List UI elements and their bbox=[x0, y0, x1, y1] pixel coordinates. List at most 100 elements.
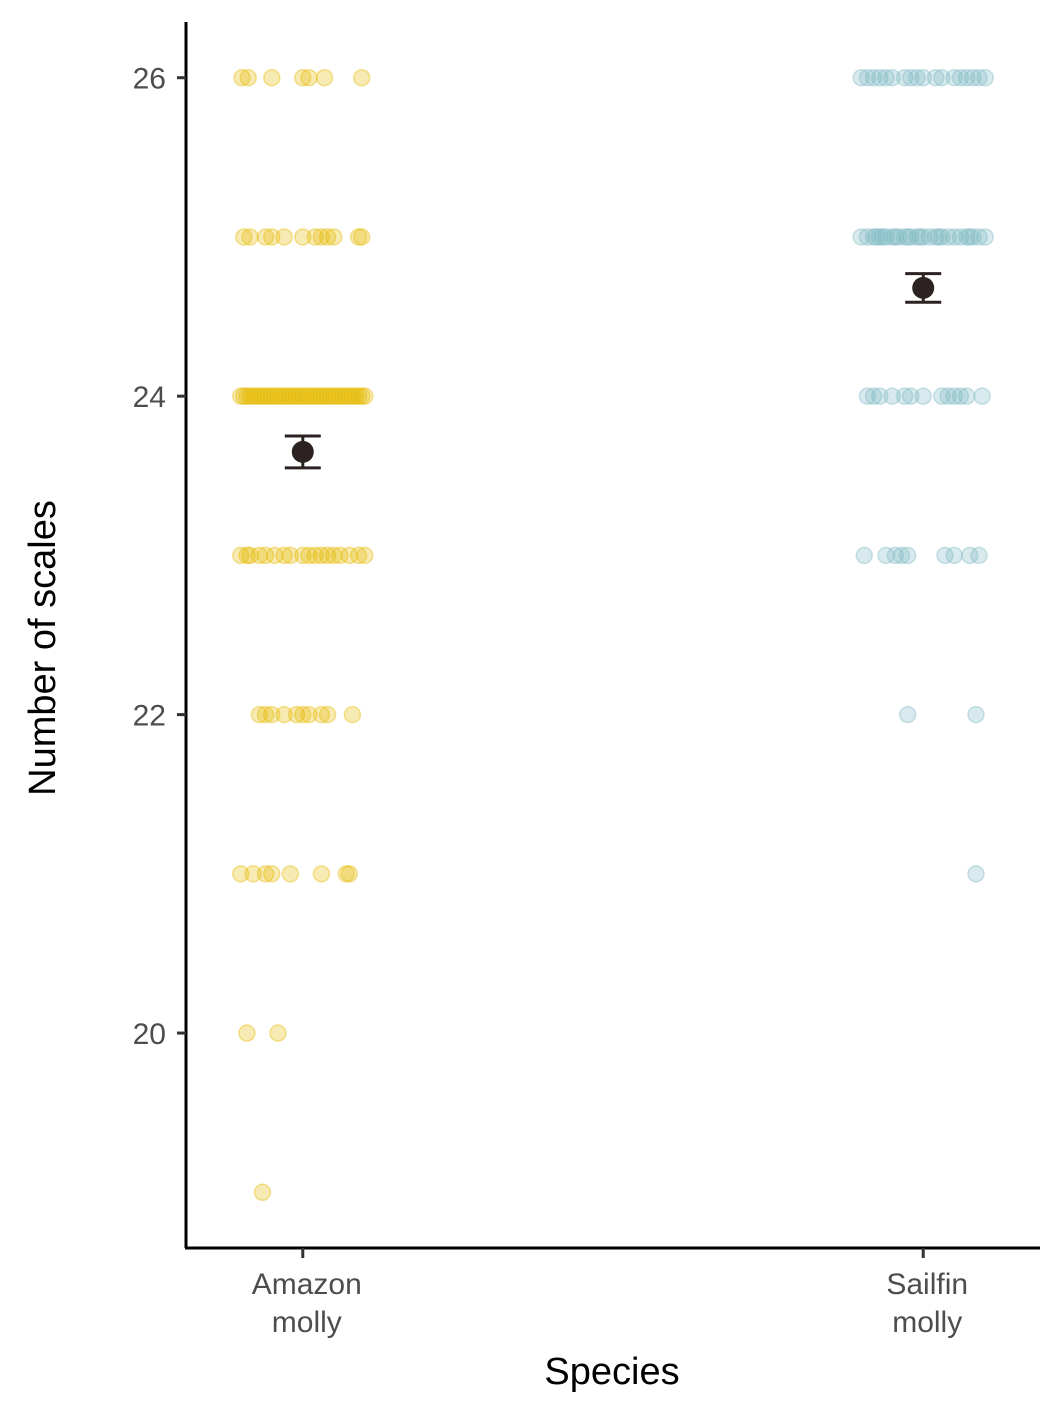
data-point bbox=[349, 387, 368, 405]
data-point bbox=[250, 546, 269, 565]
data-point bbox=[300, 546, 318, 565]
y-tick-label: 22 bbox=[133, 700, 166, 733]
data-point bbox=[290, 387, 309, 405]
data-point bbox=[231, 546, 250, 565]
data-point bbox=[945, 546, 963, 565]
data-point bbox=[864, 387, 883, 405]
data-point bbox=[297, 387, 315, 405]
data-point bbox=[852, 228, 870, 246]
data-point bbox=[269, 387, 287, 405]
data-point bbox=[300, 387, 318, 405]
y-ticks: 20 22 24 26 bbox=[133, 63, 186, 1051]
data-point bbox=[250, 705, 269, 724]
data-point bbox=[902, 228, 920, 246]
data-point bbox=[914, 387, 932, 405]
data-point bbox=[250, 387, 269, 405]
data-point bbox=[256, 705, 275, 724]
data-point bbox=[263, 68, 281, 87]
data-point bbox=[241, 387, 259, 405]
data-point bbox=[294, 705, 312, 724]
data-point bbox=[352, 387, 371, 405]
data-point bbox=[294, 387, 312, 405]
x-ticks: Amazon molly Sailfin molly bbox=[252, 1248, 968, 1339]
data-point bbox=[269, 1024, 287, 1042]
data-point bbox=[266, 387, 284, 405]
data-point bbox=[911, 228, 929, 246]
data-point bbox=[877, 546, 895, 565]
data-point bbox=[356, 546, 374, 565]
data-point bbox=[970, 546, 988, 565]
summary-layer bbox=[284, 272, 942, 470]
data-point bbox=[898, 546, 917, 565]
data-point bbox=[926, 68, 945, 87]
data-point bbox=[241, 228, 259, 246]
data-point bbox=[281, 865, 300, 883]
data-point bbox=[957, 387, 976, 405]
data-point bbox=[244, 865, 262, 883]
data-point bbox=[235, 387, 253, 405]
data-point bbox=[263, 865, 281, 883]
data-point bbox=[309, 387, 328, 405]
data-point bbox=[312, 865, 331, 883]
data-point bbox=[325, 546, 343, 565]
data-point bbox=[902, 68, 920, 87]
data-point bbox=[939, 228, 957, 246]
data-point bbox=[898, 228, 917, 246]
data-point bbox=[331, 546, 349, 565]
data-point bbox=[244, 387, 262, 405]
data-point bbox=[287, 387, 306, 405]
data-point bbox=[933, 228, 951, 246]
data-point bbox=[914, 68, 932, 87]
data-point bbox=[886, 228, 905, 246]
y-tick-label: 26 bbox=[133, 63, 166, 96]
x-tick-label: Amazon bbox=[252, 1268, 362, 1301]
y-axis-title: Number of scales bbox=[22, 500, 64, 796]
data-point bbox=[964, 228, 982, 246]
data-point bbox=[945, 387, 963, 405]
data-point bbox=[929, 228, 948, 246]
data-point bbox=[266, 546, 284, 565]
data-point bbox=[967, 865, 985, 883]
data-point bbox=[864, 228, 883, 246]
data-point bbox=[275, 387, 293, 405]
mean-point bbox=[912, 276, 935, 299]
data-point bbox=[883, 228, 901, 246]
data-point bbox=[871, 68, 889, 87]
data-point bbox=[331, 387, 349, 405]
data-point bbox=[337, 865, 355, 883]
data-point bbox=[256, 228, 275, 246]
y-tick-label: 24 bbox=[133, 381, 166, 414]
data-point bbox=[318, 228, 337, 246]
x-axis-title: Species bbox=[544, 1351, 679, 1393]
data-point bbox=[960, 546, 979, 565]
data-point bbox=[337, 387, 355, 405]
data-point bbox=[340, 865, 359, 883]
data-point bbox=[858, 228, 877, 246]
data-point bbox=[275, 546, 293, 565]
data-point bbox=[970, 228, 988, 246]
data-point bbox=[892, 546, 911, 565]
data-point bbox=[312, 387, 331, 405]
data-point bbox=[340, 546, 359, 565]
y-tick-label: 20 bbox=[133, 1018, 166, 1051]
data-point bbox=[231, 387, 250, 405]
data-point bbox=[238, 546, 256, 565]
data-point bbox=[957, 228, 976, 246]
data-point bbox=[902, 387, 920, 405]
points-layer bbox=[231, 68, 995, 1202]
data-point bbox=[970, 68, 988, 87]
data-point bbox=[343, 387, 362, 405]
data-point bbox=[325, 228, 343, 246]
data-point bbox=[235, 228, 253, 246]
data-point bbox=[951, 228, 970, 246]
data-point bbox=[871, 228, 889, 246]
data-point bbox=[858, 68, 877, 87]
data-point bbox=[973, 387, 991, 405]
data-point bbox=[920, 228, 939, 246]
data-point bbox=[325, 387, 343, 405]
data-point bbox=[908, 68, 926, 87]
data-point bbox=[300, 68, 318, 87]
data-point bbox=[895, 228, 914, 246]
data-point bbox=[957, 68, 976, 87]
